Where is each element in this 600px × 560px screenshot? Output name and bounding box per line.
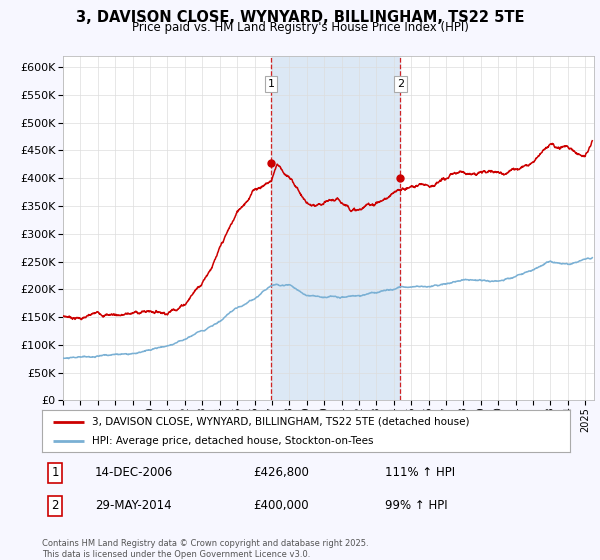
Text: £400,000: £400,000 xyxy=(253,500,309,512)
Text: 3, DAVISON CLOSE, WYNYARD, BILLINGHAM, TS22 5TE (detached house): 3, DAVISON CLOSE, WYNYARD, BILLINGHAM, T… xyxy=(92,417,470,427)
Text: 3, DAVISON CLOSE, WYNYARD, BILLINGHAM, TS22 5TE: 3, DAVISON CLOSE, WYNYARD, BILLINGHAM, T… xyxy=(76,10,524,25)
Text: £426,800: £426,800 xyxy=(253,466,309,479)
Text: 111% ↑ HPI: 111% ↑ HPI xyxy=(385,466,455,479)
Text: 1: 1 xyxy=(268,79,275,89)
Text: 2: 2 xyxy=(397,79,404,89)
Text: Price paid vs. HM Land Registry's House Price Index (HPI): Price paid vs. HM Land Registry's House … xyxy=(131,21,469,34)
Text: Contains HM Land Registry data © Crown copyright and database right 2025.
This d: Contains HM Land Registry data © Crown c… xyxy=(42,539,368,559)
Text: 1: 1 xyxy=(52,466,59,479)
Text: 29-MAY-2014: 29-MAY-2014 xyxy=(95,500,172,512)
Bar xyxy=(271,56,400,400)
Text: 99% ↑ HPI: 99% ↑ HPI xyxy=(385,500,448,512)
Text: 2: 2 xyxy=(52,500,59,512)
Text: 14-DEC-2006: 14-DEC-2006 xyxy=(95,466,173,479)
Text: HPI: Average price, detached house, Stockton-on-Tees: HPI: Average price, detached house, Stoc… xyxy=(92,436,374,446)
